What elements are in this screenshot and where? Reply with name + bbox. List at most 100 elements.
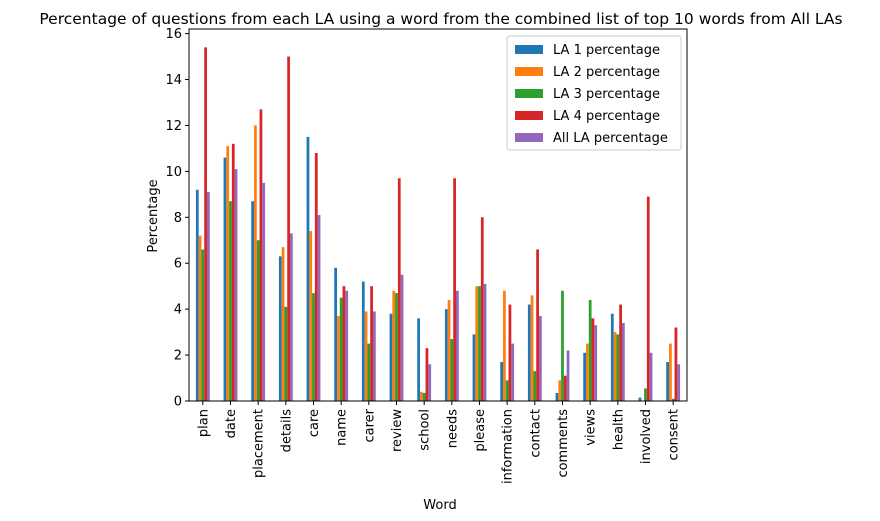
- bar-needs-series-2: [447, 299, 451, 401]
- bar-date-series-5: [234, 169, 238, 401]
- bar-school-series-4: [425, 348, 429, 401]
- bar-review-series-3: [395, 293, 398, 401]
- bar-placement-series-1: [251, 201, 255, 401]
- bar-details-series-1: [278, 256, 282, 401]
- bar-views-series-5: [594, 325, 598, 401]
- bar-please-series-4: [480, 217, 484, 401]
- bar-consent-series-2: [669, 343, 672, 401]
- bar-views-series-4: [591, 318, 595, 401]
- x-tick-label: school: [418, 409, 433, 451]
- legend-label: LA 3 percentage: [553, 87, 660, 102]
- legend-label: All LA percentage: [553, 131, 668, 146]
- bar-contact-series-2: [530, 295, 534, 401]
- legend-swatch: [515, 111, 543, 120]
- bar-needs-series-1: [444, 309, 448, 401]
- bar-carer-series-4: [370, 286, 373, 401]
- bar-care-series-5: [317, 215, 321, 401]
- x-tick-label: carer: [362, 408, 377, 442]
- bar-care-series-1: [306, 136, 310, 402]
- bar-plan-series-1: [195, 189, 199, 401]
- bar-date-series-4: [231, 143, 235, 401]
- x-tick-label: please: [473, 409, 488, 452]
- x-tick-label: placement: [252, 409, 267, 478]
- bar-plan-series-2: [198, 235, 202, 401]
- bar-review-series-4: [397, 178, 401, 401]
- bar-contact-series-4: [536, 249, 539, 401]
- bar-care-series-2: [309, 231, 313, 401]
- bar-consent-series-1: [666, 361, 670, 401]
- x-tick-label: contact: [528, 409, 543, 458]
- bar-contact-series-5: [538, 316, 542, 401]
- legend-swatch: [515, 133, 543, 142]
- bar-health-series-2: [613, 332, 617, 401]
- bar-review-series-1: [389, 313, 393, 401]
- bar-carer-series-5: [372, 311, 376, 401]
- bar-name-series-4: [342, 286, 346, 401]
- bar-care-series-4: [314, 153, 318, 401]
- bar-date-series-1: [223, 157, 227, 401]
- bar-school-series-3: [422, 392, 426, 401]
- bar-name-series-2: [337, 316, 340, 401]
- bar-involved-series-4: [646, 196, 650, 401]
- bar-details-series-2: [281, 247, 285, 401]
- chart-title: Percentage of questions from each LA usi…: [39, 10, 842, 28]
- y-tick-label: 0: [174, 395, 182, 410]
- x-tick-label: name: [335, 409, 350, 446]
- legend-label: LA 1 percentage: [553, 43, 660, 58]
- plot-area: [195, 47, 681, 402]
- x-axis-label: Word: [423, 498, 456, 513]
- x-tick-label: views: [584, 409, 599, 446]
- bar-information-series-2: [503, 290, 506, 401]
- bar-placement-series-3: [256, 240, 260, 401]
- legend-swatch: [515, 45, 543, 54]
- bar-plan-series-3: [201, 249, 205, 401]
- bar-please-series-3: [478, 286, 481, 401]
- bar-consent-series-5: [677, 364, 681, 401]
- bar-please-series-1: [472, 334, 476, 401]
- bar-comments-series-2: [558, 380, 562, 401]
- bar-needs-series-4: [453, 178, 456, 401]
- bar-comments-series-1: [555, 392, 559, 401]
- bar-name-series-1: [334, 267, 338, 401]
- y-tick-label: 10: [165, 165, 182, 180]
- legend-box: [506, 35, 682, 151]
- x-tick-label: review: [390, 409, 405, 452]
- bar-school-series-1: [417, 318, 421, 401]
- y-tick-label: 16: [165, 27, 182, 42]
- bar-name-series-5: [345, 290, 349, 401]
- bar-consent-series-3: [671, 398, 675, 401]
- bar-date-series-3: [229, 201, 232, 401]
- bar-health-series-3: [616, 334, 620, 401]
- bar-contact-series-3: [533, 371, 537, 401]
- x-tick-label: consent: [667, 409, 682, 460]
- bar-consent-series-4: [674, 327, 678, 401]
- x-tick-label: plan: [196, 409, 211, 437]
- y-tick-label: 6: [174, 257, 182, 272]
- x-tick-label: information: [501, 409, 516, 484]
- bar-placement-series-5: [262, 182, 266, 401]
- bar-information-series-4: [508, 304, 512, 401]
- bar-please-series-5: [483, 283, 487, 401]
- legend-label: LA 4 percentage: [553, 109, 660, 124]
- bar-school-series-2: [420, 391, 423, 401]
- bar-carer-series-3: [367, 343, 371, 401]
- x-tick-label: needs: [445, 409, 460, 448]
- x-tick-label: date: [224, 409, 239, 438]
- bar-carer-series-2: [364, 311, 368, 401]
- bar-details-series-4: [287, 56, 290, 402]
- bar-views-series-2: [586, 343, 589, 401]
- bar-plan-series-5: [206, 192, 210, 401]
- bar-health-series-1: [610, 313, 614, 401]
- bar-placement-series-2: [254, 125, 257, 401]
- x-tick-label: details: [279, 409, 294, 453]
- bar-views-series-3: [588, 299, 592, 401]
- y-tick-label: 2: [174, 349, 182, 364]
- bar-contact-series-1: [527, 304, 531, 401]
- bar-carer-series-1: [361, 281, 365, 401]
- legend: LA 1 percentage LA 2 percentage LA 3 perce…: [506, 35, 682, 151]
- x-tick-label: health: [611, 409, 626, 450]
- bar-care-series-3: [312, 293, 315, 401]
- bar-information-series-5: [511, 343, 515, 401]
- bar-involved-series-1: [638, 397, 642, 401]
